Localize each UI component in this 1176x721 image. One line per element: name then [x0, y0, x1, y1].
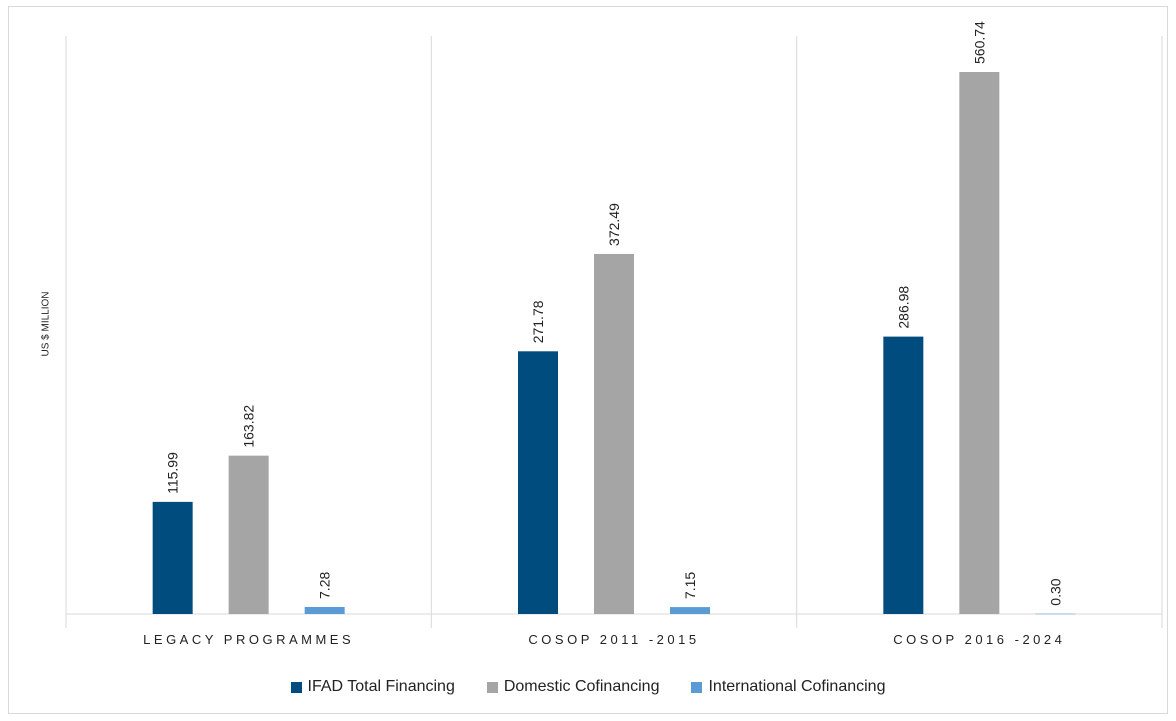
x-tick-label: COSOP 2011 -2015: [528, 632, 699, 647]
y-axis-label: US $ MILLION: [40, 291, 52, 357]
data-label: 372.49: [606, 203, 622, 246]
legend-label: Domestic Cofinancing: [503, 678, 660, 695]
bar: [228, 455, 269, 614]
data-label: 271.78: [530, 300, 546, 343]
bar: [883, 336, 924, 614]
legend-label: International Cofinancing: [708, 678, 886, 695]
data-label: 115.99: [165, 452, 181, 494]
data-label: 286.98: [895, 286, 911, 329]
data-label: 7.15: [682, 572, 698, 599]
bar: [304, 606, 345, 614]
bar: [670, 607, 710, 614]
bar: [594, 253, 634, 614]
legend-item: International Cofinancing: [691, 678, 885, 696]
data-label: 7.28: [317, 572, 333, 599]
legend-item: Domestic Cofinancing: [486, 678, 660, 696]
bar: [152, 501, 193, 614]
bar: [959, 72, 1000, 614]
legend-swatch: [290, 681, 302, 693]
x-tick-label: COSOP 2016 -2024: [893, 632, 1065, 647]
bar: [1035, 613, 1076, 615]
data-label: 560.74: [971, 21, 987, 64]
data-label: 0.30: [1047, 578, 1063, 605]
legend-item: IFAD Total Financing: [290, 678, 455, 696]
x-tick-label: LEGACY PROGRAMMES: [143, 632, 354, 647]
bar: [518, 351, 558, 614]
legend-swatch: [486, 681, 498, 693]
legend-swatch: [691, 681, 703, 693]
legend: IFAD Total Financing Domestic Cofinancing…: [0, 678, 1176, 696]
legend-label: IFAD Total Financing: [307, 678, 455, 695]
data-label: 163.82: [241, 405, 257, 448]
